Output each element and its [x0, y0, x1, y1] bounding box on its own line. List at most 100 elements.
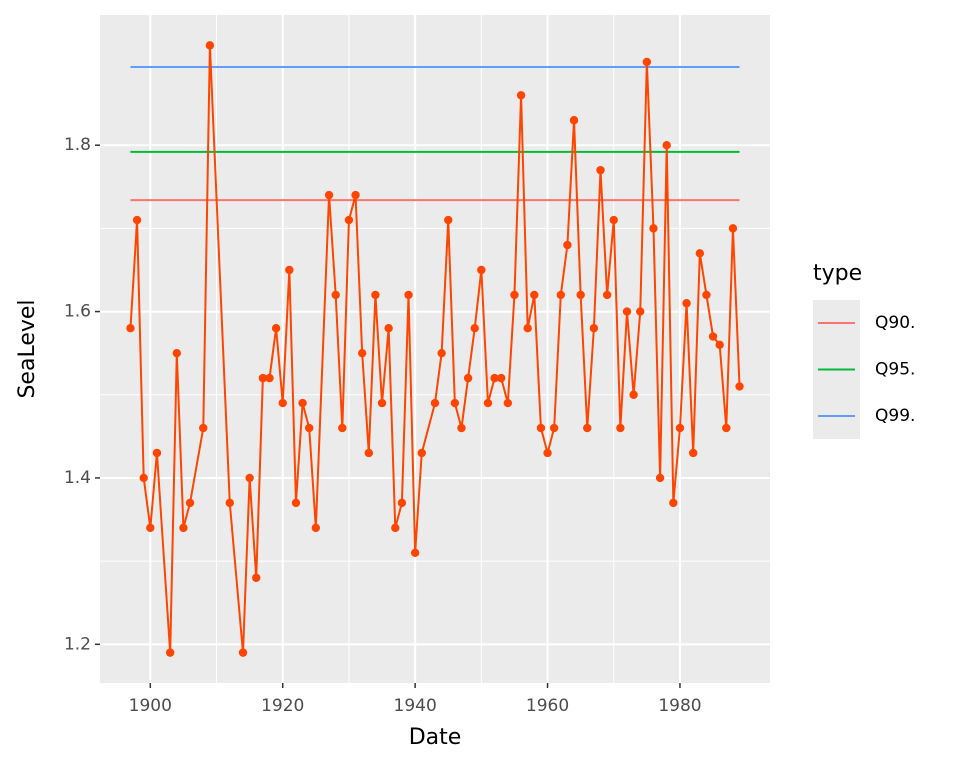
x-tick-label: 1980: [658, 696, 701, 716]
data-point: [185, 498, 195, 508]
data-point: [271, 324, 281, 333]
data-point: [305, 423, 314, 433]
data-point: [722, 423, 731, 433]
data-point: [311, 523, 321, 533]
data-point: [503, 398, 513, 408]
data-point: [278, 398, 287, 408]
data-point: [497, 373, 506, 383]
data-point: [715, 340, 724, 350]
data-point: [199, 423, 208, 433]
data-point: [629, 390, 638, 399]
data-point: [172, 348, 181, 358]
y-axis-label: SeaLevel: [15, 299, 40, 398]
y-tick-label: 1.6: [64, 302, 91, 322]
data-point: [576, 290, 585, 300]
legend-title: type: [813, 261, 862, 286]
data-point: [530, 290, 539, 300]
y-tick-label: 1.2: [64, 634, 91, 654]
x-tick-label: 1920: [261, 696, 304, 716]
data-point: [265, 373, 274, 383]
data-point: [589, 324, 599, 333]
data-point: [649, 224, 658, 233]
data-point: [609, 215, 618, 225]
data-point: [457, 423, 466, 433]
data-point: [556, 290, 565, 300]
data-point: [689, 448, 698, 458]
data-point: [728, 224, 738, 233]
data-point: [662, 140, 671, 150]
data-point: [165, 648, 175, 657]
data-point: [490, 373, 499, 383]
data-point: [695, 249, 705, 258]
data-point: [377, 398, 387, 408]
panel: [100, 15, 770, 683]
data-point: [126, 324, 135, 333]
x-tick-label: 1940: [394, 696, 437, 716]
data-point: [450, 398, 460, 408]
data-point: [132, 215, 142, 225]
data-point: [364, 448, 373, 458]
x-tick-label: 1960: [526, 696, 569, 716]
data-point: [708, 332, 718, 341]
data-point: [549, 423, 559, 433]
data-point: [483, 398, 493, 408]
data-point: [602, 290, 612, 300]
data-point: [583, 423, 592, 433]
data-point: [655, 473, 665, 483]
data-point: [225, 498, 234, 508]
data-point: [735, 382, 744, 391]
legend-label: Q95.: [875, 360, 915, 380]
data-point: [682, 299, 691, 308]
legend-label: Q99.: [875, 406, 915, 426]
data-point: [404, 290, 413, 300]
data-point: [622, 307, 632, 316]
data-point: [536, 423, 546, 433]
data-point: [285, 265, 294, 275]
legend-label: Q90.: [875, 313, 915, 333]
data-point: [238, 648, 248, 657]
x-tick-label: 1900: [129, 696, 172, 716]
data-point: [298, 398, 307, 408]
data-point: [523, 324, 532, 333]
data-point: [675, 423, 685, 433]
data-point: [516, 91, 526, 100]
data-point: [344, 215, 354, 225]
data-point: [331, 290, 340, 300]
data-point: [291, 498, 301, 508]
data-point: [139, 473, 148, 483]
data-point: [179, 523, 188, 533]
data-point: [470, 324, 479, 333]
data-point: [371, 290, 380, 300]
data-point: [205, 41, 215, 50]
data-point: [463, 373, 473, 383]
data-point: [702, 290, 711, 300]
data-point: [384, 324, 393, 333]
data-point: [596, 165, 605, 175]
x-axis-label: Date: [409, 725, 462, 750]
y-tick-label: 1.8: [64, 135, 91, 155]
data-point: [258, 373, 268, 383]
data-point: [616, 423, 625, 433]
data-point: [146, 523, 155, 533]
data-line: [129, 45, 741, 653]
data-point: [357, 348, 367, 358]
y-tick-label: 1.4: [64, 468, 91, 488]
data-point: [391, 523, 400, 533]
data-point: [569, 116, 579, 125]
data-point: [397, 498, 407, 508]
data-point: [563, 240, 572, 250]
data-point: [669, 498, 678, 508]
data-point: [437, 348, 446, 358]
data-point: [338, 423, 347, 433]
data-point: [444, 215, 453, 225]
data-point: [430, 398, 440, 408]
data-point: [324, 190, 334, 200]
data-point: [636, 307, 645, 316]
data-point: [417, 448, 426, 458]
data-point: [152, 448, 162, 458]
data-point: [477, 265, 486, 275]
data-point: [642, 57, 652, 67]
data-point: [543, 448, 552, 458]
